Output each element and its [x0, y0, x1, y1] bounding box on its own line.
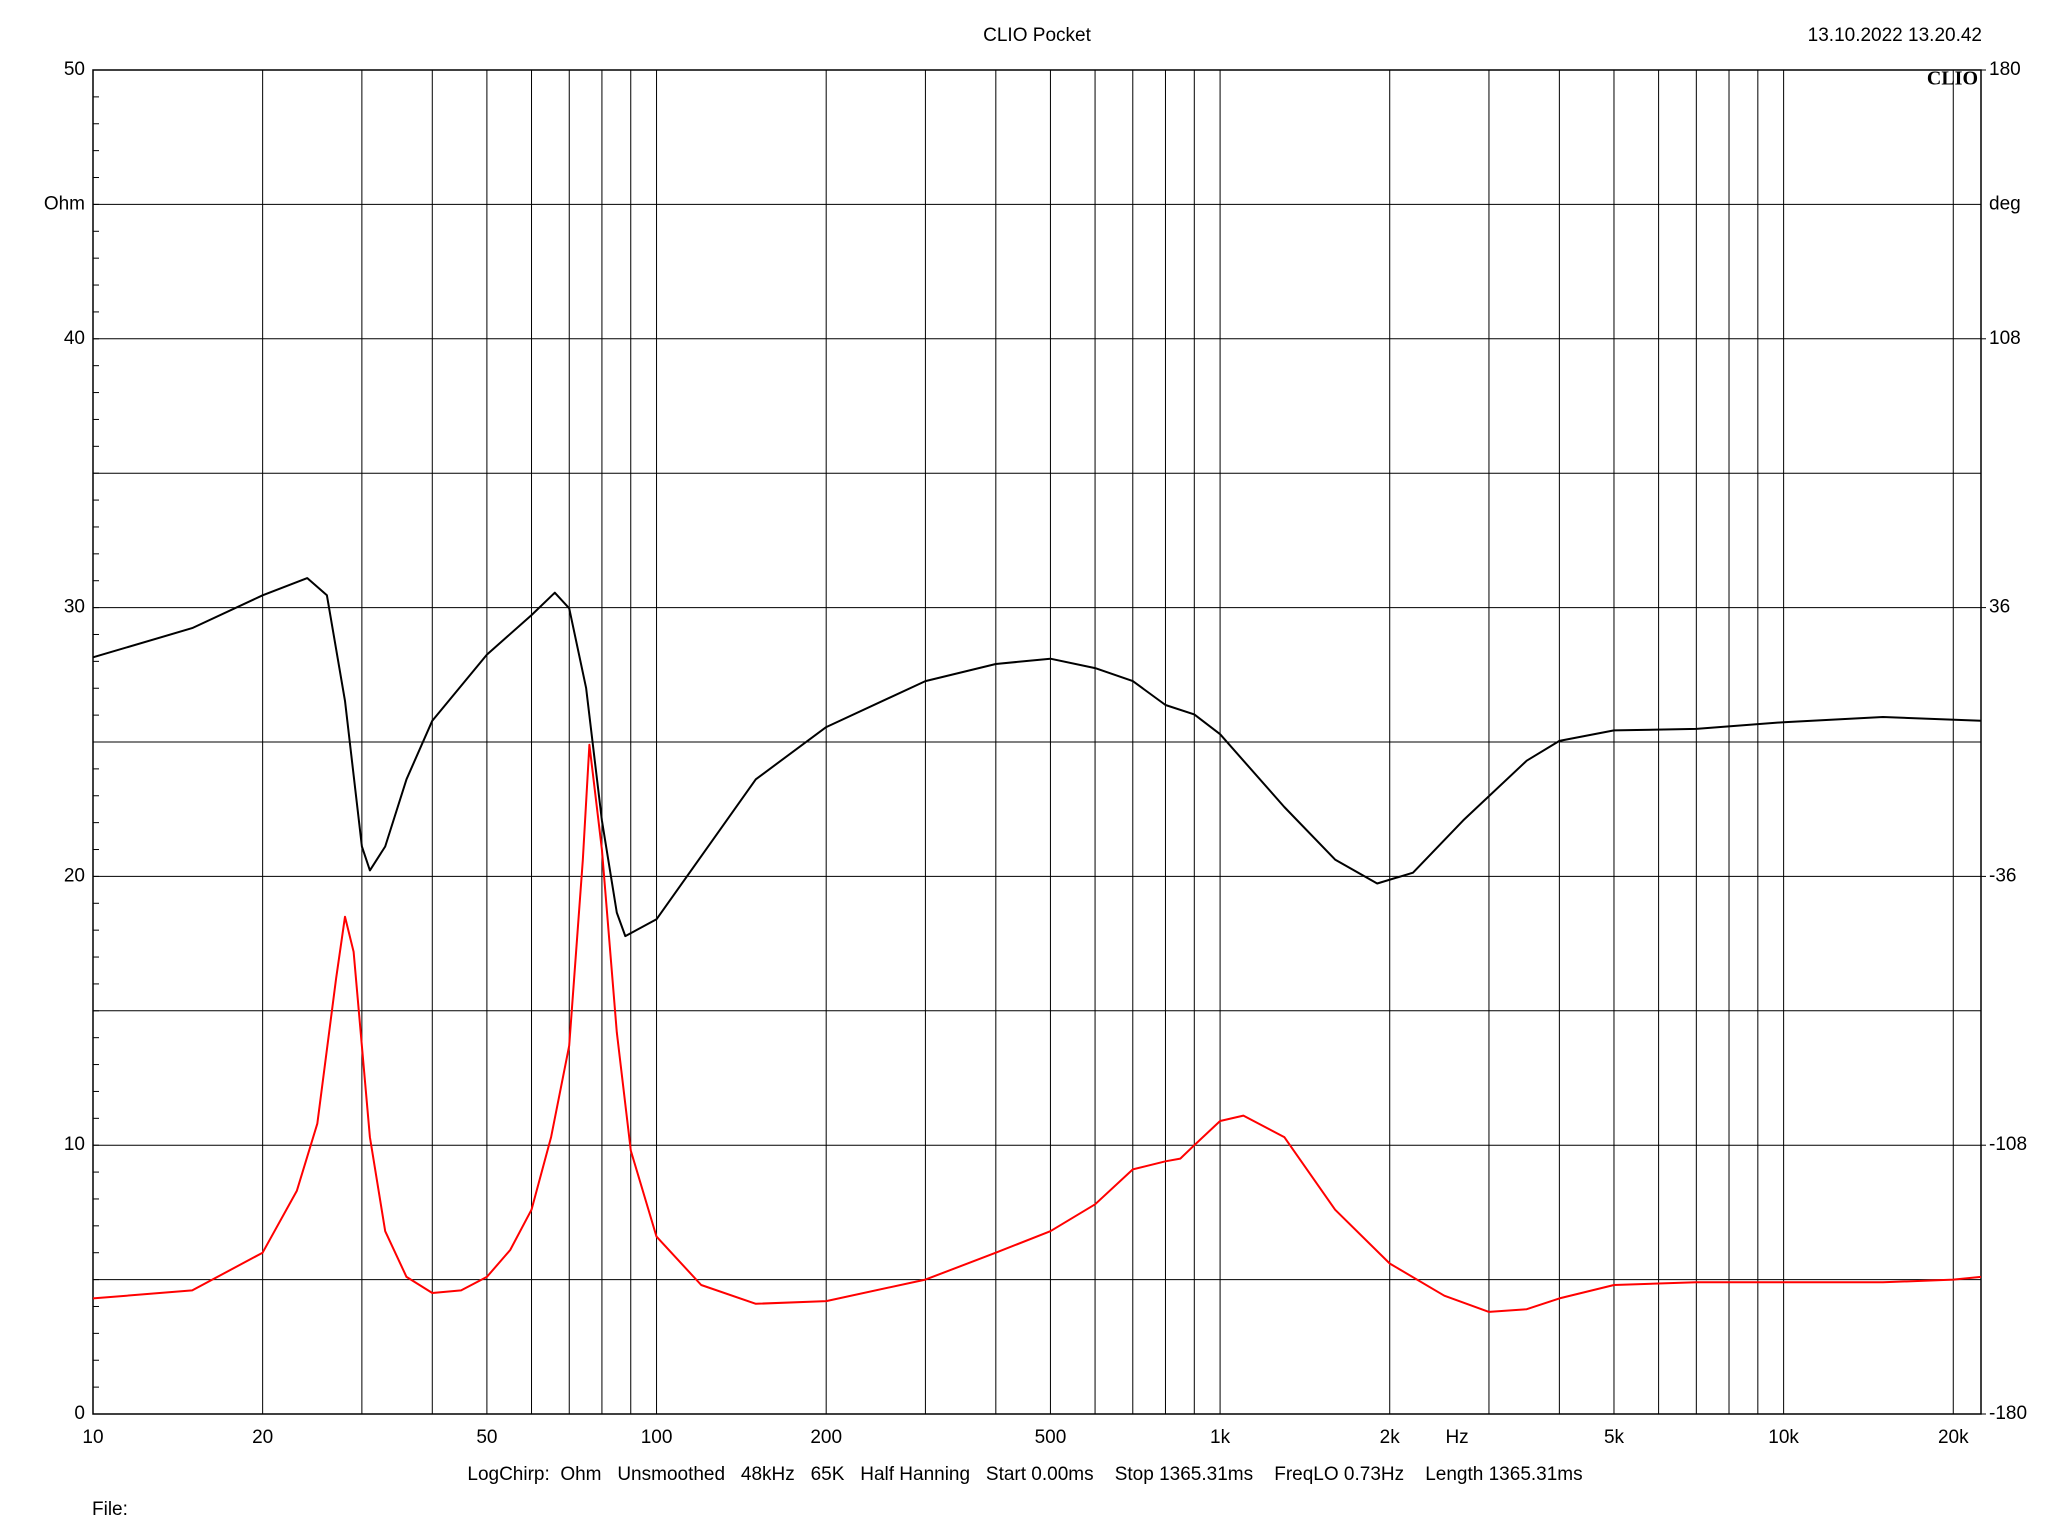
- logo: CLIO: [1927, 68, 1978, 90]
- x-tick-label: 50: [476, 1427, 497, 1448]
- x-tick-label: 10k: [1768, 1427, 1799, 1448]
- y2-tick-label: 180: [1989, 59, 2021, 80]
- chart-title: CLIO Pocket: [983, 25, 1091, 46]
- y-tick-label: 40: [64, 328, 85, 349]
- timestamp: 13.10.2022 13.20.42: [1808, 25, 1982, 46]
- y2-tick-label: -108: [1989, 1134, 2027, 1155]
- x-tick-label: 500: [1035, 1427, 1067, 1448]
- y2-tick-label: -36: [1989, 865, 2016, 886]
- y2-tick-label: -180: [1989, 1403, 2027, 1424]
- y-axis-label: Ohm: [44, 193, 85, 214]
- x-tick-label: 2k: [1380, 1427, 1401, 1448]
- y-tick-label: 30: [64, 597, 85, 618]
- x-tick-label: 200: [810, 1427, 842, 1448]
- plot-frame: [92, 69, 1982, 1415]
- y2-tick-label: 36: [1989, 597, 2010, 618]
- y2-axis-label: deg: [1989, 193, 2021, 214]
- series-line: [92, 743, 1982, 1313]
- x-tick-label: 100: [641, 1427, 673, 1448]
- x-tick-label: 20k: [1938, 1427, 1969, 1448]
- series-line: [92, 577, 1982, 938]
- y-tick-label: 0: [74, 1403, 85, 1424]
- x-axis-label: Hz: [1445, 1427, 1468, 1448]
- y-tick-label: 10: [64, 1134, 85, 1155]
- y2-tick-label: 108: [1989, 328, 2021, 349]
- x-tick-label: 20: [252, 1427, 273, 1448]
- y-tick-label: 20: [64, 865, 85, 886]
- file-label: File:: [92, 1499, 128, 1520]
- footer: LogChirp: Ohm Unsmoothed 48kHz 65K Half …: [467, 1464, 1582, 1485]
- x-tick-label: 1k: [1210, 1427, 1231, 1448]
- y-tick-label: 50: [64, 59, 85, 80]
- x-tick-label: 5k: [1604, 1427, 1625, 1448]
- x-tick-label: 10: [82, 1427, 103, 1448]
